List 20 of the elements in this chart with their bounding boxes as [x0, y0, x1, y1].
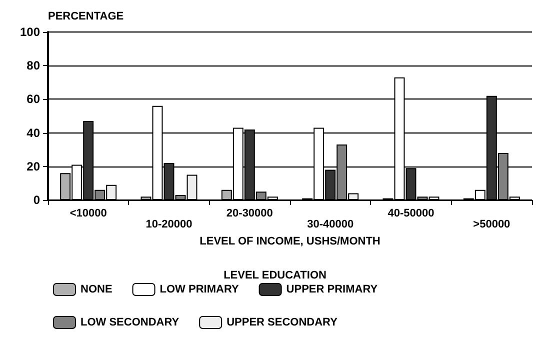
x-tick-label: >50000	[473, 218, 510, 230]
y-tick-label: 0	[33, 193, 40, 207]
x-tick-label: 10-20000	[146, 218, 192, 230]
x-tick-label: 30-40000	[307, 218, 354, 230]
legend-label: UPPER PRIMARY	[286, 284, 378, 296]
y-tick-label: 40	[26, 126, 40, 140]
y-tick-label: 80	[26, 58, 40, 73]
legend-label: UPPER SECONDARY	[226, 316, 338, 328]
x-tick-label: 20-30000	[226, 208, 273, 220]
legend-title: LEVEL EDUCATION	[224, 270, 326, 282]
y-tick-label: 60	[26, 92, 40, 106]
legend-label: NONE	[80, 284, 112, 296]
legend-label: LOW SECONDARY	[80, 316, 180, 328]
y-axis-title: PERCENTAGE	[48, 10, 124, 22]
x-tick-label: 40-50000	[388, 208, 434, 220]
x-axis-title: LEVEL OF INCOME, USHS/MONTH	[200, 236, 380, 248]
x-tick-label: <10000	[70, 208, 107, 220]
y-tick-label: 100	[20, 25, 40, 39]
y-tick-label: 20	[26, 159, 40, 174]
legend-label: LOW PRIMARY	[160, 284, 240, 296]
